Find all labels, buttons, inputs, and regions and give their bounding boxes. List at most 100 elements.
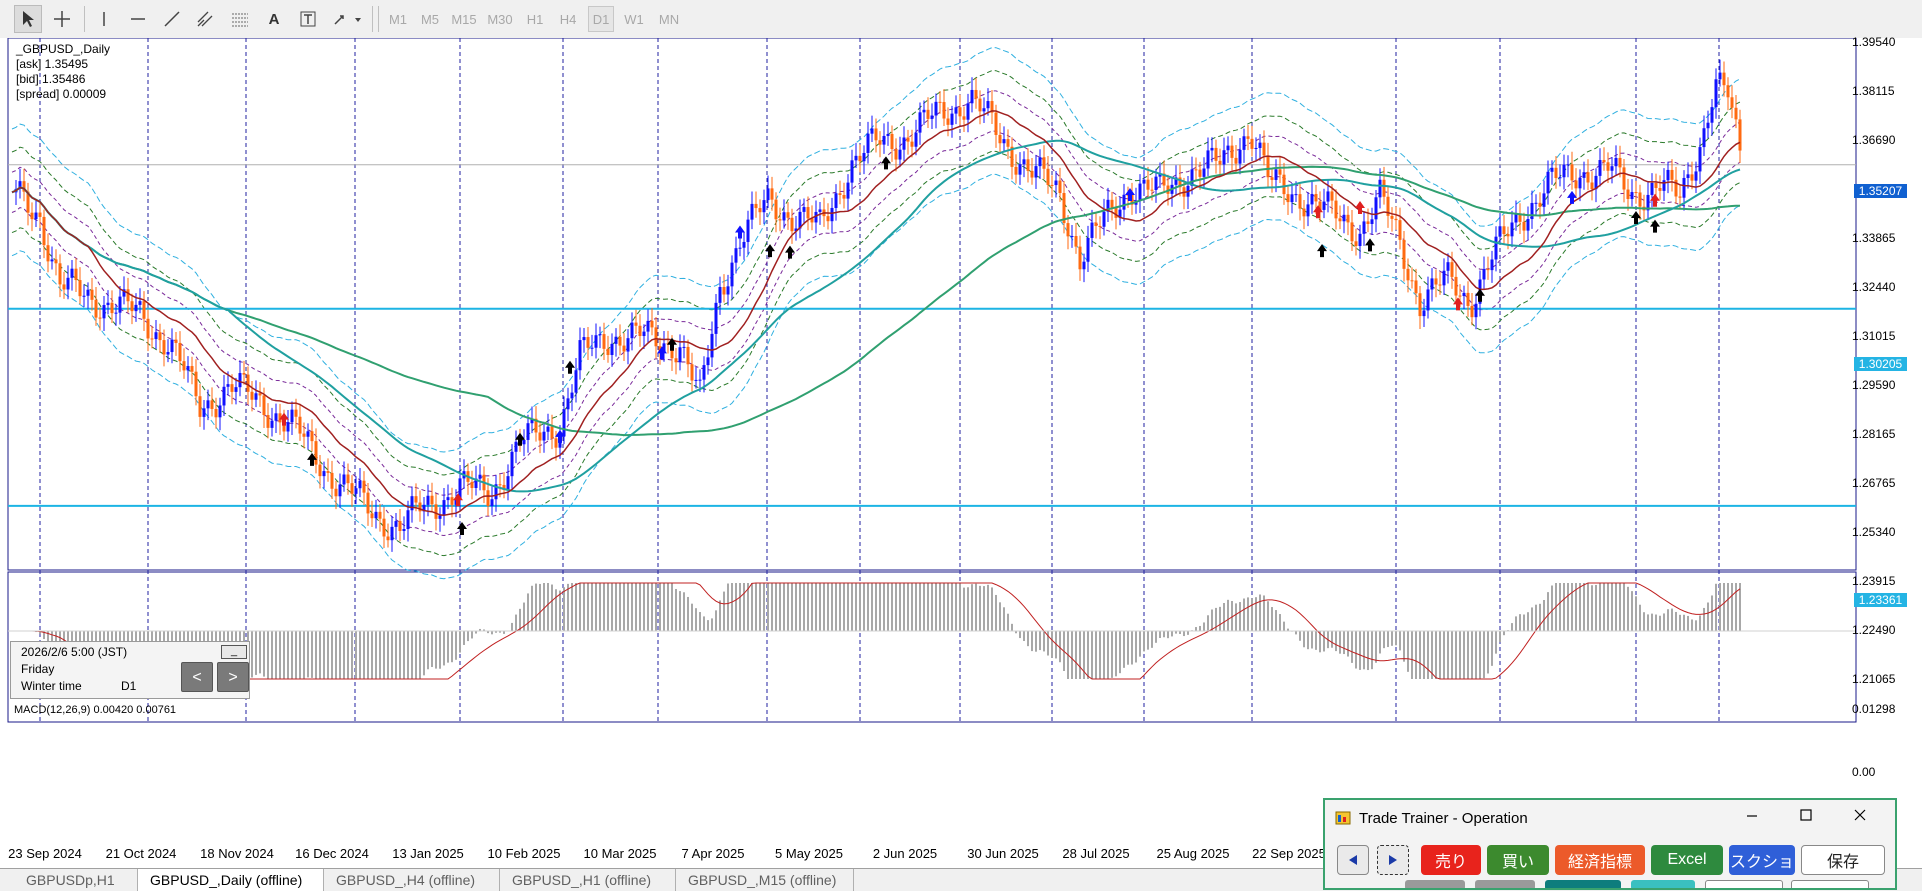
candle-body — [630, 322, 634, 339]
candle-body — [1514, 213, 1518, 223]
candle-body — [1226, 145, 1230, 151]
candle-body — [1714, 79, 1718, 108]
candle-body — [818, 209, 822, 212]
candle-body — [406, 510, 410, 530]
season-time: Winter time — [21, 679, 82, 693]
step-forward-button[interactable] — [1377, 845, 1409, 875]
next-bar-button[interactable]: > — [217, 662, 249, 692]
timeframe-m30[interactable]: M30 — [487, 11, 513, 27]
candle-body — [1362, 221, 1366, 234]
signal-arrow — [1567, 190, 1577, 204]
minimize-window-icon[interactable] — [1745, 808, 1759, 827]
chart-area[interactable]: _GBPUSD_,Daily [ask] 1.35495 [bid] 1.354… — [0, 35, 1922, 868]
candle-body — [898, 149, 902, 160]
candle-body — [814, 211, 818, 223]
economic-indicators-button[interactable]: 経済指標 — [1555, 845, 1645, 875]
candle-body — [274, 413, 278, 421]
excel-button[interactable]: Excel — [1651, 845, 1723, 875]
candle-body — [738, 247, 742, 249]
candle-body — [1694, 171, 1698, 181]
timeframe-m15[interactable]: M15 — [451, 11, 477, 27]
timeframe-h1[interactable]: H1 — [526, 11, 544, 27]
candle-body — [1490, 259, 1494, 271]
candle-body — [614, 336, 618, 344]
vertical-line-tool-icon[interactable] — [92, 5, 116, 33]
chart-tab[interactable]: GBPUSD_,H4 (offline) — [324, 869, 500, 891]
chart-tab[interactable]: GBPUSD_,H1 (offline) — [500, 869, 676, 891]
candle-body — [362, 480, 366, 493]
buy-button[interactable]: 買い — [1487, 845, 1549, 875]
candle-body — [1538, 202, 1542, 207]
candle-body — [1006, 139, 1010, 147]
date-tick: 10 Mar 2025 — [583, 846, 657, 861]
step-back-button[interactable] — [1337, 845, 1369, 875]
crosshair-tool-icon[interactable] — [48, 5, 76, 33]
moving-average-mid — [11, 139, 1741, 493]
timeframe-d1[interactable]: D1 — [588, 6, 614, 32]
candle-body — [382, 518, 386, 537]
candle-body — [1302, 208, 1306, 217]
candle-body — [1102, 211, 1106, 227]
text-tool-icon[interactable]: A — [268, 10, 280, 28]
trendline-tool-icon[interactable] — [158, 5, 186, 33]
candle-body — [186, 366, 190, 371]
sell-button[interactable]: 売り — [1421, 845, 1481, 875]
minimize-button[interactable]: _ — [221, 645, 247, 659]
maximize-window-icon[interactable] — [1799, 808, 1813, 827]
close-window-icon[interactable] — [1853, 808, 1867, 827]
candle-body — [22, 181, 26, 192]
date-tick: 18 Nov 2024 — [200, 846, 274, 861]
signal-arrow — [555, 429, 565, 443]
candle-body — [38, 212, 42, 217]
price-panel-frame — [7, 38, 1857, 571]
equidistant-channel-tool-icon[interactable] — [192, 5, 220, 33]
candle-body — [1454, 276, 1458, 296]
candle-body — [1622, 167, 1626, 190]
candle-body — [634, 322, 638, 326]
candle-body — [446, 497, 450, 501]
chart-tab[interactable]: GBPUSD_,M15 (offline) — [676, 869, 854, 891]
date-info-box: 2026/2/6 5:00 (JST) Friday Winter time D… — [10, 641, 250, 699]
candle-body — [1518, 213, 1522, 222]
chart-tab[interactable]: GBPUSD_,Daily (offline) — [138, 869, 324, 891]
cursor-tool-icon[interactable] — [14, 5, 42, 33]
timeframe-w1[interactable]: W1 — [624, 11, 644, 27]
text-label-tool-icon[interactable] — [294, 5, 322, 33]
candle-body — [110, 302, 114, 314]
timeframe-m1[interactable]: M1 — [388, 11, 408, 27]
candle-body — [430, 495, 434, 505]
candle-body — [1242, 136, 1246, 150]
candle-body — [1510, 222, 1514, 237]
candle-body — [1062, 193, 1066, 224]
fibonacci-tool-icon[interactable] — [226, 5, 254, 33]
price-chart[interactable] — [0, 38, 1922, 868]
candle-body — [770, 188, 774, 200]
candle-body — [498, 484, 502, 486]
candle-body — [102, 305, 106, 319]
candle-body — [1690, 174, 1694, 181]
candle-body — [1214, 147, 1218, 161]
candle-body — [926, 109, 930, 119]
candle-body — [78, 280, 82, 297]
candle-body — [174, 339, 178, 343]
signal-arrow — [657, 346, 667, 360]
candle-body — [1206, 150, 1210, 169]
candle-body — [506, 476, 510, 490]
horizontal-line-tool-icon[interactable] — [124, 5, 152, 33]
candle-body — [662, 343, 666, 353]
timeframe-h4[interactable]: H4 — [559, 11, 577, 27]
arrow-objects-menu-icon[interactable] — [330, 5, 366, 33]
screenshot-button[interactable]: スクショ — [1729, 845, 1795, 875]
save-button[interactable]: 保存 — [1801, 845, 1885, 875]
trade-trainer-window[interactable]: Trade Trainer - Operation 売り 買い 経済指標 Excel ス… — [1323, 798, 1897, 890]
candle-body — [58, 263, 62, 285]
timeframe-mn[interactable]: MN — [658, 11, 680, 27]
candle-body — [1706, 122, 1710, 129]
buy-signal-arrow — [307, 452, 317, 466]
candle-body — [938, 101, 942, 103]
candle-body — [1086, 237, 1090, 262]
timeframe-m5[interactable]: M5 — [420, 11, 440, 27]
toolbar: A M1 M5 M15 M30 H1 H4 D1 W1 MN — [0, 0, 1922, 39]
prev-bar-button[interactable]: < — [181, 662, 213, 692]
chart-tab[interactable]: GBPUSDp,H1 — [14, 869, 138, 891]
